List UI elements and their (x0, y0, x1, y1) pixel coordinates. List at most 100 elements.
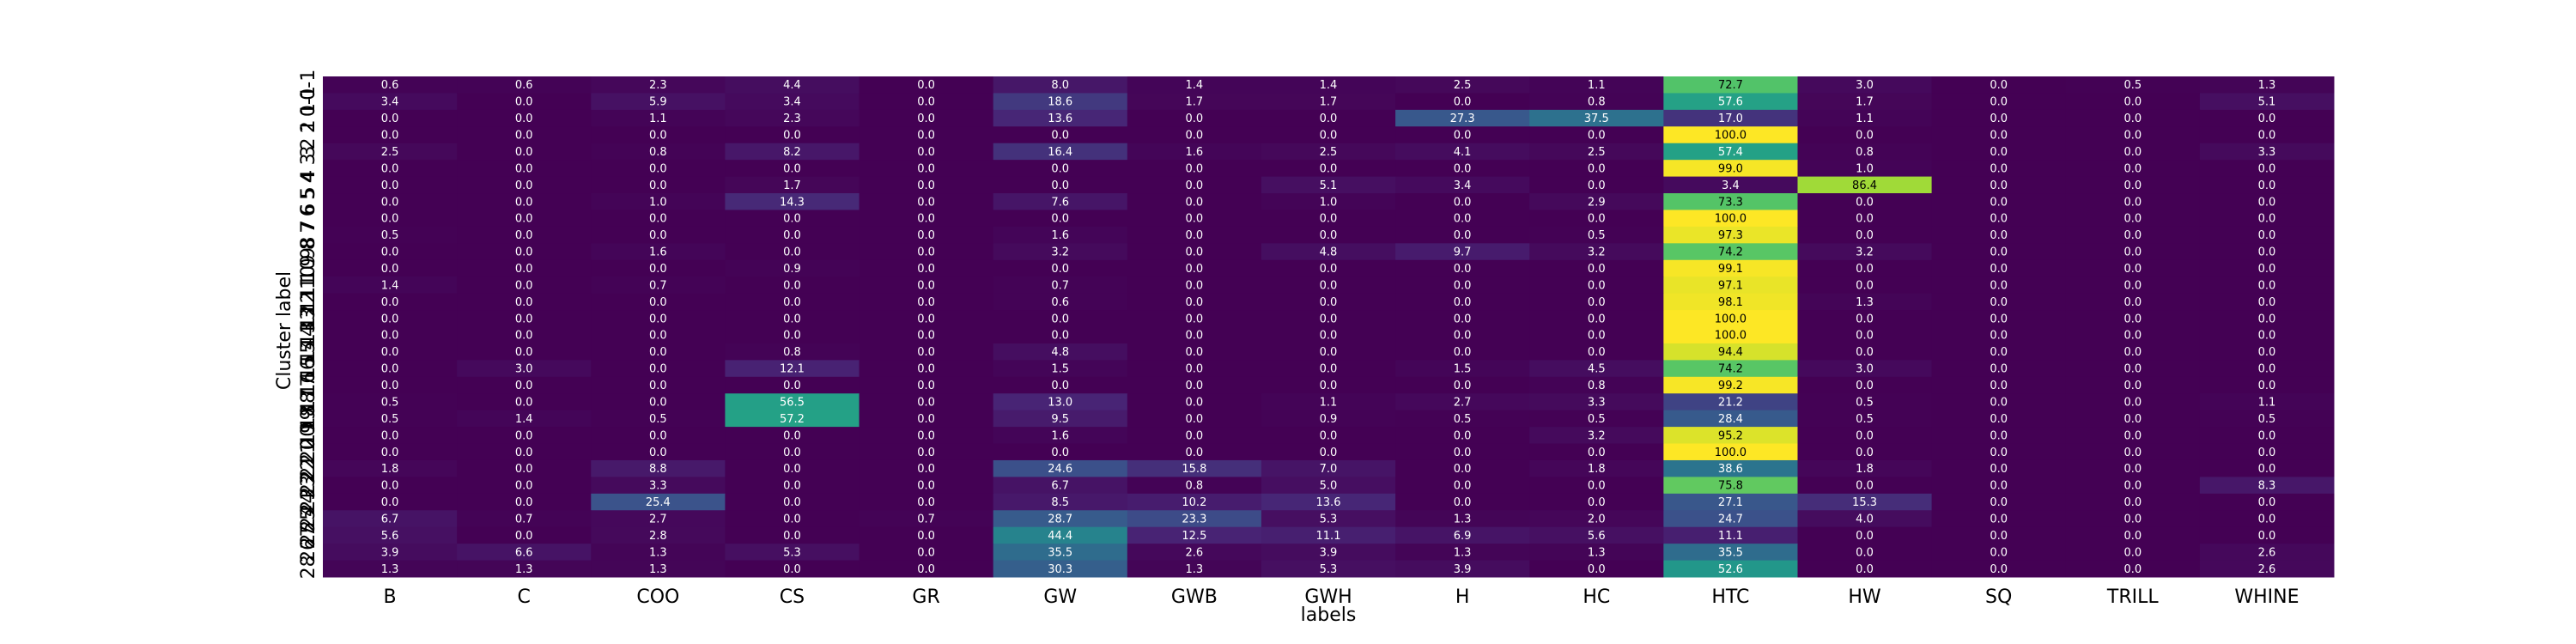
heatmap-cell (457, 109, 592, 127)
heatmap-cell (1127, 126, 1262, 144)
heatmap-cell (1127, 210, 1262, 228)
heatmap-cell (993, 393, 1128, 411)
cell-value-label: 1.0 (1320, 196, 1338, 209)
cell-value-label: 0.0 (2123, 530, 2142, 543)
heatmap-cell (1395, 526, 1530, 544)
heatmap-cell (1395, 393, 1530, 411)
heatmap-cell (1395, 93, 1530, 111)
cell-value-label: 11.1 (1316, 530, 1341, 543)
cell-value-label: 3.0 (1856, 79, 1874, 92)
cell-value-label: 0.5 (649, 413, 667, 426)
heatmap-cell (323, 560, 458, 578)
cell-value-label: 0.0 (1856, 330, 1874, 343)
heatmap-cell (859, 310, 994, 327)
cell-value-label: 27.1 (1718, 496, 1743, 509)
heatmap-cell (2199, 510, 2335, 528)
heatmap-cell (2065, 410, 2201, 428)
cell-value-label: 0.8 (1186, 480, 1204, 493)
cell-value-label: 1.3 (1588, 546, 1606, 559)
heatmap-cell (591, 310, 726, 327)
cell-value-label: 1.5 (1454, 363, 1472, 376)
heatmap-cell (1663, 276, 1798, 295)
cell-value-label: 0.0 (2258, 380, 2276, 392)
heatmap-cell (859, 443, 994, 461)
cell-value-label: 3.4 (1722, 179, 1740, 192)
cell-value-label: 0.0 (1990, 296, 2008, 309)
heatmap-cell (2065, 176, 2201, 194)
heatmap-cell (1529, 160, 1664, 178)
heatmap-cell (2065, 193, 2201, 210)
heatmap-cell (725, 410, 860, 428)
cell-value-label: 0.0 (2123, 546, 2142, 559)
cell-value-label: 0.0 (1990, 463, 2008, 476)
heatmap-cell (2065, 427, 2201, 445)
cell-value-label: 0.0 (1588, 279, 1606, 292)
heatmap-cell (1931, 560, 2067, 578)
heatmap-cell (591, 226, 726, 244)
cell-value-label: 0.0 (2123, 162, 2142, 175)
heatmap-cell (2199, 493, 2335, 511)
cell-value-label: 0.0 (1454, 313, 1472, 325)
heatmap-cell (1797, 560, 1933, 578)
heatmap-cell (1797, 427, 1933, 445)
heatmap-cell (1127, 510, 1262, 528)
heatmap-cell (725, 544, 860, 562)
cell-value-label: 1.3 (1856, 296, 1874, 309)
heatmap-cell (591, 459, 726, 477)
heatmap-cell (725, 76, 860, 94)
cell-value-label: 0.8 (1588, 96, 1606, 109)
x-tick-label: WHINE (2234, 586, 2299, 608)
heatmap-cell (1663, 477, 1798, 495)
heatmap-cell (2199, 109, 2335, 127)
y-tick-label: 17 16 (298, 358, 319, 412)
heatmap-cell (1663, 160, 1798, 178)
heatmap-cell (457, 226, 592, 244)
cell-value-label: 0.0 (1856, 429, 1874, 442)
heatmap-cell (2199, 226, 2335, 244)
x-tick-label: CS (780, 586, 805, 608)
heatmap-cell (1261, 176, 1396, 194)
cell-value-label: 0.0 (1320, 380, 1338, 392)
cell-value-label: 0.0 (1990, 196, 2008, 209)
cell-value-label: 0.0 (1186, 112, 1204, 125)
heatmap-cell (1261, 160, 1396, 178)
heatmap-cell (1395, 493, 1530, 511)
cell-value-label: 0.0 (381, 363, 399, 376)
heatmap-cell (993, 76, 1128, 94)
heatmap-cell (2065, 126, 2201, 144)
cell-value-label: 0.0 (783, 429, 801, 442)
cell-value-label: 0.0 (2123, 346, 2142, 359)
cell-value-label: 0.0 (783, 279, 801, 292)
cell-value-label: 75.8 (1718, 480, 1743, 493)
cell-value-label: 3.0 (1856, 363, 1874, 376)
heatmap-cell (591, 343, 726, 361)
cell-value-label: 0.0 (515, 162, 533, 175)
heatmap-cell (993, 326, 1128, 344)
cell-value-label: 5.3 (1320, 563, 1338, 576)
cell-value-label: 0.0 (917, 563, 935, 576)
cell-value-label: 0.0 (649, 313, 667, 325)
cell-value-label: 0.0 (381, 296, 399, 309)
heatmap-cell (2065, 243, 2201, 261)
cell-value-label: 4.4 (783, 79, 801, 92)
heatmap-cell (1797, 176, 1933, 194)
x-tick-label: B (384, 586, 397, 608)
heatmap-cell (1529, 544, 1664, 562)
heatmap-cell (1395, 176, 1530, 194)
cell-value-label: 0.0 (649, 346, 667, 359)
cell-value-label: 0.0 (1186, 330, 1204, 343)
heatmap-cell (993, 126, 1128, 144)
cell-value-label: 0.0 (515, 463, 533, 476)
cell-value-label: 0.0 (917, 447, 935, 459)
cell-value-label: 0.0 (381, 447, 399, 459)
cell-value-label: 2.3 (783, 112, 801, 125)
cell-value-label: 3.3 (2258, 146, 2276, 159)
cell-value-label: 0.8 (1856, 146, 1874, 159)
cell-value-label: 4.5 (1588, 363, 1606, 376)
heatmap-cell (859, 193, 994, 210)
cell-value-label: 0.0 (2258, 530, 2276, 543)
cell-value-label: 0.6 (515, 79, 533, 92)
heatmap-cell (859, 109, 994, 127)
y-axis-title: Cluster label (274, 271, 295, 390)
cell-value-label: 0.0 (515, 96, 533, 109)
